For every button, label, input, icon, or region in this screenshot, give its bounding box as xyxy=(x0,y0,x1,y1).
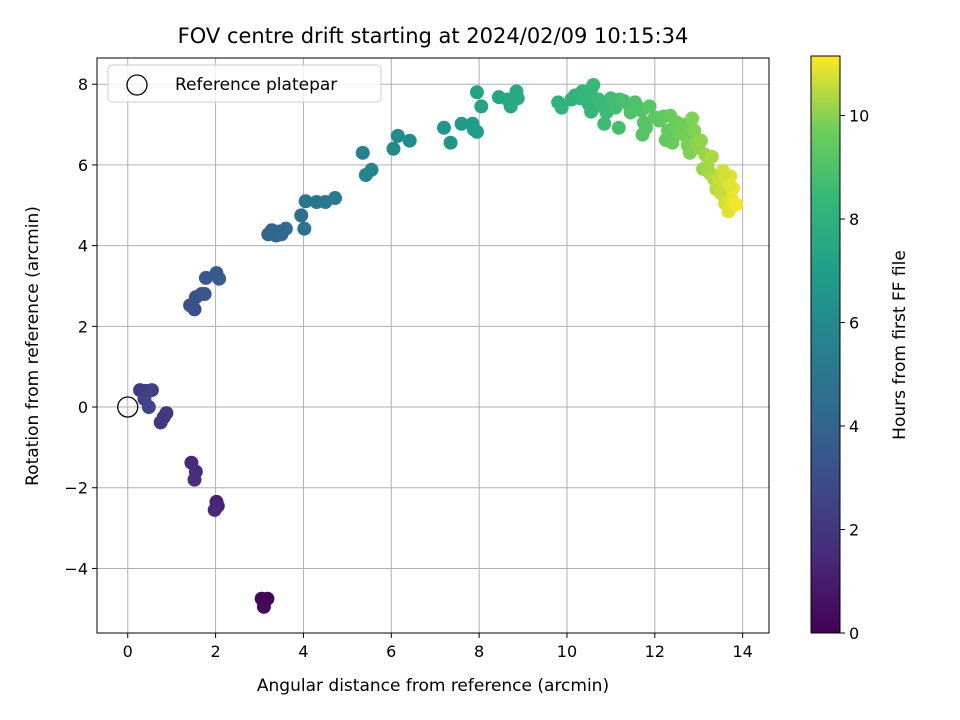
data-points xyxy=(133,78,744,614)
reference-marker xyxy=(117,396,139,418)
data-point xyxy=(510,91,525,106)
data-point xyxy=(466,122,481,137)
data-point xyxy=(611,120,626,135)
data-point xyxy=(704,149,719,164)
colorbar-tick-label: 0 xyxy=(849,624,859,643)
y-tick-label: 2 xyxy=(78,317,88,336)
data-point xyxy=(474,99,489,114)
colorbar-tick-label: 4 xyxy=(849,417,859,436)
data-point xyxy=(584,104,599,119)
data-point xyxy=(187,472,202,487)
x-tick-label: 6 xyxy=(386,642,396,661)
x-tick-label: 0 xyxy=(123,642,133,661)
data-point xyxy=(639,120,654,135)
colorbar-ticks: 0 2 4 6 8 10 xyxy=(840,107,869,643)
data-point xyxy=(297,221,312,236)
legend-marker-reference xyxy=(126,74,148,96)
data-point xyxy=(443,135,458,150)
plot-frame xyxy=(96,57,770,634)
data-point xyxy=(554,100,569,115)
colorbar-tick-label: 2 xyxy=(849,521,859,540)
data-point xyxy=(272,224,287,239)
x-tick-label: 2 xyxy=(210,642,220,661)
data-point xyxy=(469,85,484,100)
x-tick-label: 14 xyxy=(732,642,752,661)
y-tick-label: −4 xyxy=(64,559,88,578)
y-tick-label: 0 xyxy=(78,398,88,417)
data-point xyxy=(454,116,469,131)
data-point xyxy=(328,191,343,206)
data-point xyxy=(436,120,451,135)
data-point xyxy=(298,194,313,209)
x-axis-ticks: 0 2 4 6 8 10 12 14 xyxy=(123,633,753,661)
legend-entry-reference: Reference platepar xyxy=(175,75,337,95)
data-point xyxy=(256,599,271,614)
y-axis-ticks: −4 −2 0 2 4 6 8 xyxy=(64,75,97,578)
data-point xyxy=(390,128,405,143)
data-point xyxy=(198,270,213,285)
data-point xyxy=(355,145,370,160)
data-point xyxy=(685,111,700,126)
y-axis-label: Rotation from reference (arcmin) xyxy=(23,206,43,486)
x-tick-label: 12 xyxy=(645,642,665,661)
x-tick-label: 8 xyxy=(474,642,484,661)
grid xyxy=(97,58,769,633)
data-point xyxy=(159,406,174,421)
colorbar-gradient xyxy=(810,55,841,634)
legend-box xyxy=(107,64,382,103)
data-point xyxy=(402,133,417,148)
data-point xyxy=(364,162,379,177)
data-point xyxy=(197,287,212,302)
data-point xyxy=(693,133,708,148)
data-point xyxy=(597,116,612,131)
x-tick-label: 10 xyxy=(557,642,577,661)
colorbar-label: Hours from first FF file xyxy=(890,250,910,440)
reference-marker-group xyxy=(117,396,139,418)
data-point xyxy=(687,123,702,138)
y-tick-label: 4 xyxy=(78,237,88,256)
colorbar-tick-label: 6 xyxy=(849,314,859,333)
data-point xyxy=(642,99,657,114)
data-point xyxy=(586,78,601,93)
colorbar-tick-label: 8 xyxy=(849,210,859,229)
legend: Reference platepar xyxy=(107,64,382,103)
chart-title: FOV centre drift starting at 2024/02/09 … xyxy=(178,24,689,48)
data-point xyxy=(207,502,222,517)
data-point xyxy=(722,178,737,193)
data-point xyxy=(729,197,744,212)
data-point xyxy=(187,302,202,317)
data-point xyxy=(294,208,309,223)
data-point xyxy=(141,400,156,415)
y-tick-label: 8 xyxy=(78,75,88,94)
colorbar: 0 2 4 6 8 10 Hours from first FF file xyxy=(810,55,910,643)
y-tick-label: −2 xyxy=(64,479,88,498)
colorbar-tick-label: 10 xyxy=(849,107,869,126)
y-tick-label: 6 xyxy=(78,156,88,175)
data-point xyxy=(212,271,227,286)
x-axis-label: Angular distance from reference (arcmin) xyxy=(257,676,609,696)
x-tick-label: 4 xyxy=(298,642,308,661)
data-point xyxy=(386,141,401,156)
